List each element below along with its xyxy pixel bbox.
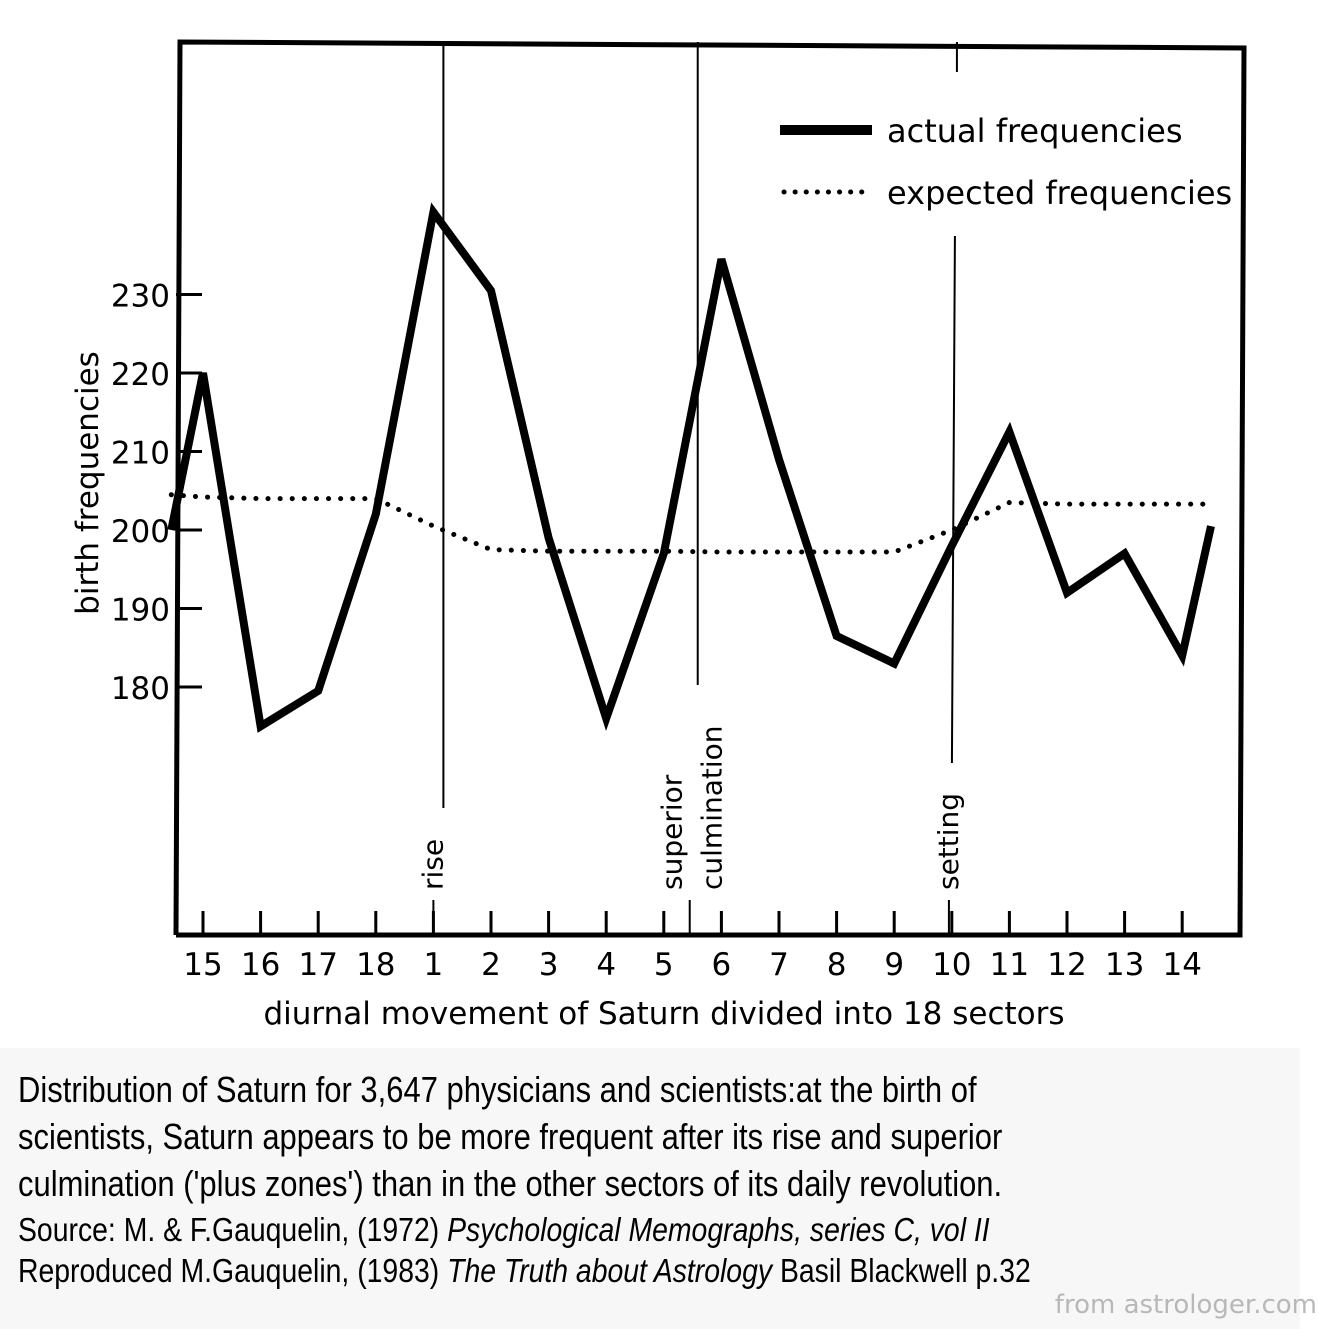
source-line: Source: M. & F.Gauquelin, (1972) Psychol… [18,1210,990,1250]
series-line-actual [167,202,1215,733]
x-tick-label: 7 [769,947,789,983]
x-tick-label: 11 [990,947,1029,983]
frequency-chart: rise superior culmination setting 180 190 200… [70,39,1247,1033]
x-tick-label: 6 [712,947,732,983]
y-tick-label: 210 [111,436,170,472]
marker-line-mid [950,235,956,764]
x-tick-label: 16 [241,947,280,983]
series-line-expected [168,492,1214,555]
marker-label: superior [656,774,689,890]
x-tick-label: 2 [481,947,501,983]
x-tick-label: 14 [1162,947,1201,983]
x-axis-title: diurnal movement of Saturn divided into … [263,996,1064,1032]
legend: actual frequencies expected frequencies [780,112,1232,212]
y-tick-label: 200 [111,514,170,550]
marker-setting: setting [932,42,965,935]
x-tick-label: 18 [356,947,395,983]
y-tick-label: 220 [111,357,170,393]
plot-border [173,39,1247,938]
watermark: from astrologer.com [1054,1290,1317,1320]
marker-lines: rise superior culmination setting [416,42,965,935]
x-tick-label: 12 [1047,947,1086,983]
x-tick-label: 15 [183,947,222,983]
legend-label-actual: actual frequencies [887,112,1183,150]
reproduced-line: Reproduced M.Gauquelin, (1983) The Truth… [18,1251,1031,1291]
caption-box [0,1048,1300,1329]
source-prefix: Source: M. & F.Gauquelin, (1972) [18,1211,448,1248]
y-axis-title: birth frequencies [70,351,106,615]
marker-superior-culmination: superior culmination [656,42,729,935]
reproduced-suffix: Basil Blackwell p.32 [772,1252,1031,1289]
y-tick-label: 180 [111,671,170,707]
series-lines [167,202,1215,733]
caption-text: Distribution of Saturn for 3,647 physici… [18,1069,1003,1204]
x-tick-label: 3 [539,947,559,983]
x-tick-label: 8 [827,947,847,983]
x-tick-label: 1 [424,947,444,983]
marker-label: culmination [696,725,729,890]
marker-rise: rise [416,42,449,935]
legend-label-expected: expected frequencies [887,174,1232,212]
x-tick-label: 4 [596,947,616,983]
source-title: Psychological Memographs, series C, vol … [447,1211,990,1248]
y-tick-label: 230 [111,279,170,315]
reproduced-title: The Truth about Astrology [447,1252,773,1289]
x-tick-label: 5 [654,947,674,983]
reproduced-prefix: Reproduced M.Gauquelin, (1983) [18,1252,448,1289]
marker-label: rise [416,839,449,890]
x-tick-label: 13 [1105,947,1144,983]
y-tick-label: 190 [111,593,170,629]
plot-frame [173,39,1247,938]
x-tick-label: 9 [884,947,904,983]
x-tick-label: 10 [932,947,971,983]
marker-label: setting [932,793,965,890]
x-tick-label: 17 [298,947,337,983]
